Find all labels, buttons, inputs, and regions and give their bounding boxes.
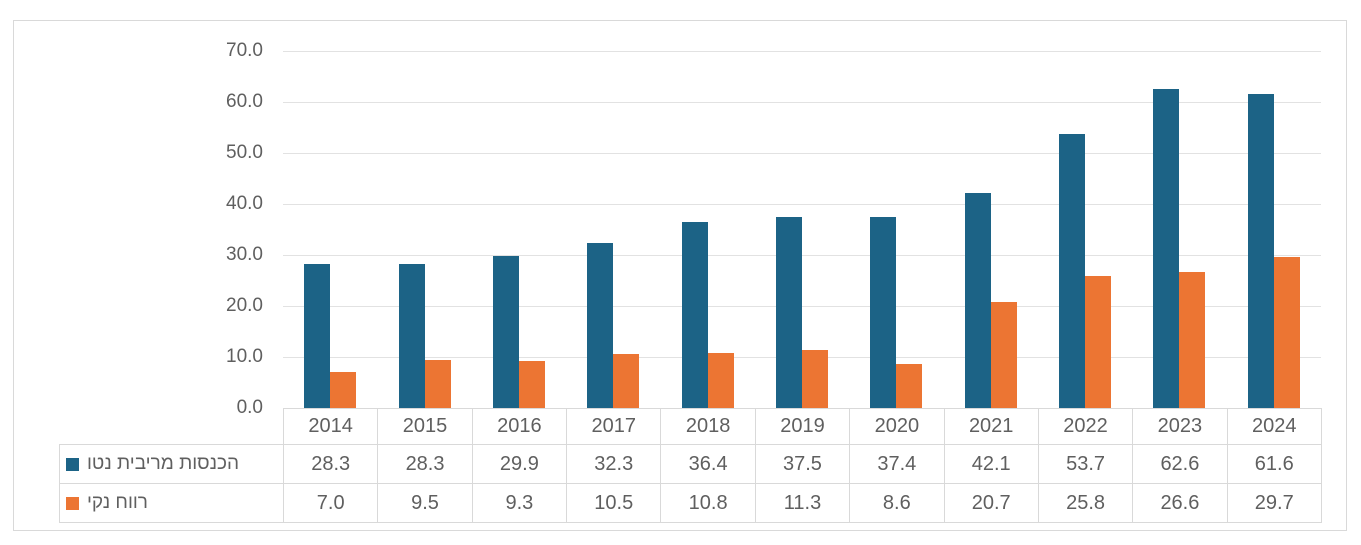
y-axis-tick-label: 10.0 (226, 346, 263, 367)
gridline (283, 305, 1321, 307)
bar-series-0-2022 (1059, 134, 1086, 408)
value-cell: 28.3 (377, 444, 473, 484)
value-cell: 7.0 (282, 483, 379, 523)
value-cell: 29.9 (471, 444, 568, 484)
bar-series-0-2015 (398, 263, 425, 408)
bar-series-1-2015 (424, 359, 451, 408)
bar-series-1-2016 (518, 360, 545, 408)
bar-series-0-2021 (964, 193, 991, 408)
gridline (283, 101, 1321, 103)
x-axis-category-label: 2023 (1132, 408, 1228, 445)
series-name: רווח נקי (87, 492, 148, 513)
value-cell: 9.5 (377, 483, 473, 523)
series-label-cell: הכנסות מריבית נטו (59, 444, 284, 484)
bar-series-0-2024 (1247, 93, 1274, 408)
x-axis-category-label: 2022 (1037, 408, 1134, 445)
series-name: הכנסות מריבית נטו (87, 453, 240, 474)
bar-series-0-2014 (304, 263, 331, 408)
value-cell: 10.8 (660, 483, 756, 523)
chart-figure: 0.0 10.0 20.0 30.0 40.0 50.0 60.0 70.0 2014 2015… (13, 20, 1347, 531)
y-axis-tick-label: 20.0 (226, 295, 263, 316)
bar-series-1-2019 (802, 350, 828, 408)
bar-series-1-2020 (896, 364, 923, 408)
value-cell: 9.3 (471, 483, 568, 523)
gridline (283, 152, 1321, 154)
x-axis-category-label: 2017 (566, 408, 662, 445)
x-axis-category-label: 2024 (1226, 408, 1322, 445)
bar-series-0-2018 (681, 222, 708, 408)
y-axis-tick-label: 30.0 (226, 244, 263, 265)
bar-series-1-2022 (1085, 276, 1112, 408)
bar-series-1-2021 (990, 302, 1017, 408)
bar-series-0-2016 (492, 255, 519, 408)
value-cell: 53.7 (1037, 444, 1134, 484)
value-cell: 8.6 (849, 483, 945, 523)
y-axis-tick-label: 40.0 (226, 193, 263, 214)
x-axis-category-label: 2014 (282, 408, 379, 445)
bar-series-1-2023 (1179, 272, 1206, 408)
gridline (283, 50, 1321, 52)
value-cell: 36.4 (660, 444, 756, 484)
x-axis-category-label: 2015 (377, 408, 473, 445)
series-label-cell: רווח נקי (59, 483, 284, 523)
value-cell: 61.6 (1226, 444, 1322, 484)
bar-series-0-2023 (1153, 88, 1180, 408)
bar-series-1-2018 (707, 352, 734, 408)
table-row: הכנסות מריבית נטו 28.3 28.3 29.9 32.3 36.4 37.… (59, 444, 1322, 484)
bar-series-0-2019 (776, 216, 802, 408)
value-cell: 32.3 (566, 444, 662, 484)
chart-data-table: 2014 2015 2016 2017 2018 2019 2020 2021 2022 2023… (59, 408, 1322, 523)
y-axis-tick-label: 0.0 (236, 397, 263, 418)
bar-series-0-2020 (870, 217, 897, 408)
bar-series-0-2017 (587, 243, 614, 408)
value-cell: 11.3 (754, 483, 851, 523)
x-axis-category-label: 2019 (754, 408, 851, 445)
x-axis-category-label: 2021 (943, 408, 1039, 445)
bar-series-1-2014 (330, 372, 357, 408)
x-axis-category-label: 2020 (849, 408, 945, 445)
table-row: רווח נקי 7.0 9.5 9.3 10.5 10.8 11.3 8.6 20.7 25.8… (59, 483, 1322, 523)
gridline (283, 254, 1321, 256)
value-cell: 28.3 (282, 444, 379, 484)
bar-series-1-2017 (613, 354, 640, 408)
value-cell: 29.7 (1226, 483, 1322, 523)
value-cell: 10.5 (566, 483, 662, 523)
y-axis-tick-label: 50.0 (226, 142, 263, 163)
x-axis-category-label: 2016 (471, 408, 568, 445)
value-cell: 42.1 (943, 444, 1039, 484)
value-cell: 25.8 (1037, 483, 1134, 523)
value-cell: 20.7 (943, 483, 1039, 523)
y-axis-tick-label: 70.0 (226, 40, 263, 61)
y-axis-tick-label: 60.0 (226, 91, 263, 112)
value-cell: 62.6 (1132, 444, 1228, 484)
bar-series-1-2024 (1273, 256, 1300, 408)
legend-marker-icon (66, 457, 79, 471)
legend-marker-icon (66, 496, 79, 510)
x-axis-category-label: 2018 (660, 408, 756, 445)
value-cell: 26.6 (1132, 483, 1228, 523)
table-corner-cell (60, 409, 284, 445)
gridline (283, 203, 1321, 205)
value-cell: 37.5 (754, 444, 851, 484)
value-cell: 37.4 (849, 444, 945, 484)
